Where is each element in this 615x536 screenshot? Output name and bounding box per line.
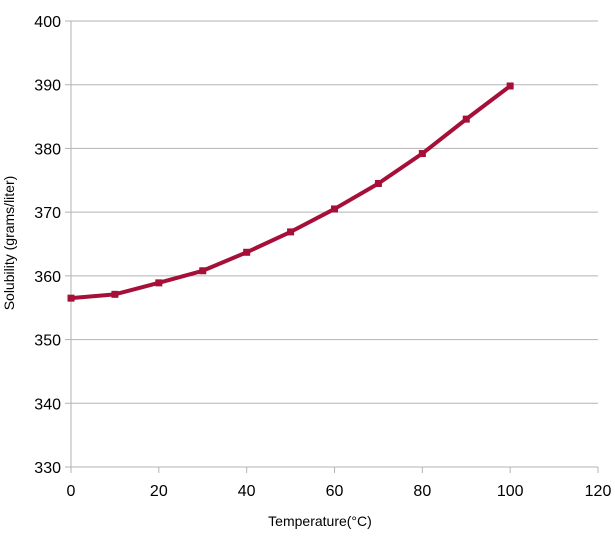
- data-point: [199, 267, 207, 275]
- series-group: [67, 82, 514, 302]
- y-tick-label: 380: [34, 141, 61, 158]
- x-tick-label: 120: [585, 483, 612, 500]
- x-tick-label: 40: [238, 483, 256, 500]
- y-tick-label: 400: [34, 14, 61, 31]
- series-line: [69, 83, 513, 301]
- data-point: [243, 248, 251, 256]
- y-tick-label: 360: [34, 269, 61, 286]
- x-tick-labels: 0 20 40 60 80 100 120: [67, 483, 612, 500]
- x-tick-label: 60: [326, 483, 344, 500]
- y-tick-label: 340: [34, 396, 61, 413]
- x-tick-label: 80: [413, 483, 431, 500]
- data-point: [374, 179, 382, 187]
- data-point: [111, 290, 119, 298]
- y-tick-label: 330: [34, 460, 61, 477]
- y-tick-label: 350: [34, 333, 61, 350]
- x-tick-label: 0: [67, 483, 76, 500]
- x-tick-label: 100: [497, 483, 524, 500]
- data-point: [287, 228, 295, 236]
- axes: [65, 20, 599, 473]
- y-tick-labels: 330 340 350 360 370 380 390 400: [34, 14, 61, 477]
- data-point: [418, 150, 426, 158]
- gridlines: [71, 20, 598, 468]
- data-point: [67, 294, 75, 302]
- y-tick-label: 390: [34, 78, 61, 95]
- x-tick-label: 20: [150, 483, 168, 500]
- data-point: [462, 115, 470, 123]
- y-axis-title: Solubility (grams/liter): [1, 176, 17, 311]
- data-point: [155, 279, 163, 287]
- data-point: [506, 82, 514, 90]
- data-point: [331, 205, 338, 213]
- x-axis-title: Temperature(°C): [268, 513, 372, 529]
- y-tick-label: 370: [34, 205, 61, 222]
